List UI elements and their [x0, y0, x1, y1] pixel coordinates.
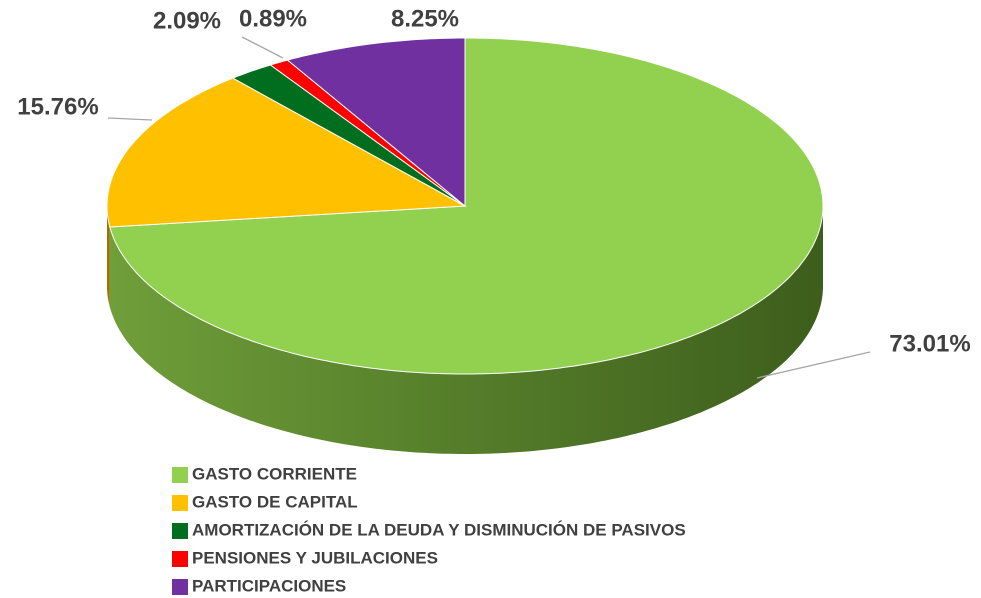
- legend-label: PENSIONES Y JUBILACIONES: [192, 548, 438, 567]
- data-label: 15.76%: [17, 93, 98, 120]
- slice: [109, 37, 824, 375]
- legend-swatch: [172, 495, 188, 511]
- legend-swatch: [172, 551, 188, 567]
- legend-swatch: [172, 523, 188, 539]
- data-label: 2.09%: [153, 7, 221, 34]
- leader-line: [241, 36, 284, 59]
- leader-line: [756, 351, 871, 379]
- legend-label: PARTICIPACIONES: [192, 576, 346, 595]
- legend-label: AMORTIZACIÓN DE LA DEUDA Y DISMINUCIÓN D…: [192, 520, 686, 539]
- legend-swatch: [172, 579, 188, 595]
- slice: [231, 64, 466, 207]
- data-label: 0.89%: [239, 5, 307, 32]
- slice-side: [109, 206, 824, 454]
- data-label: 73.01%: [889, 330, 970, 357]
- slice: [286, 37, 466, 208]
- leader-line: [107, 117, 153, 121]
- legend-label: GASTO DE CAPITAL: [192, 492, 358, 511]
- legend-label: GASTO CORRIENTE: [192, 464, 357, 483]
- legend-swatch: [172, 467, 188, 483]
- slice-side: [107, 206, 110, 307]
- data-label: 8.25%: [391, 5, 459, 32]
- slice: [106, 77, 467, 228]
